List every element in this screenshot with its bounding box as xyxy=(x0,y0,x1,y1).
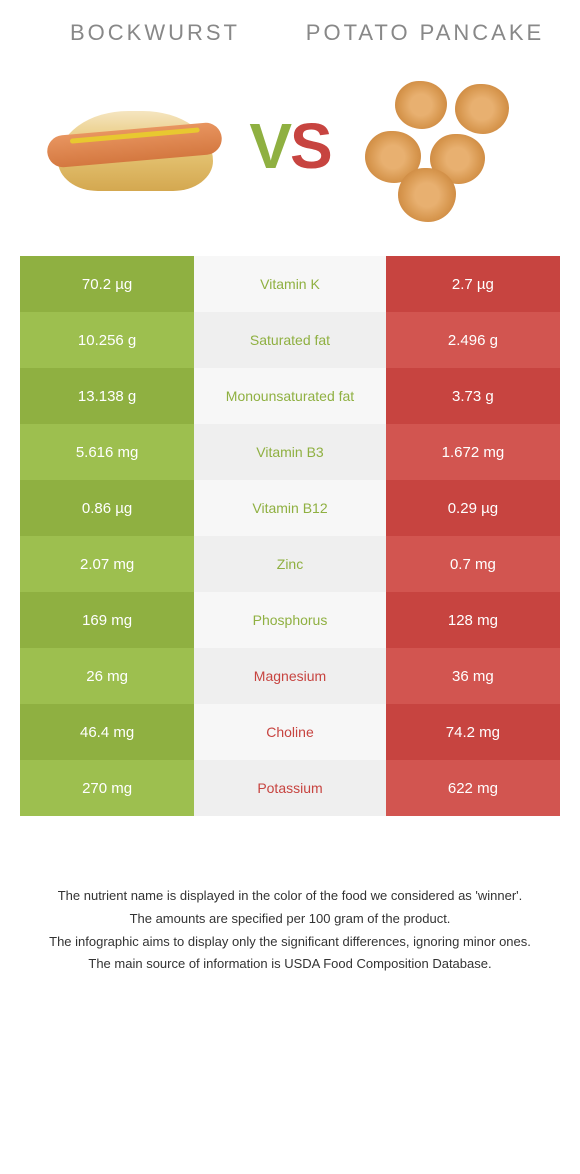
food-title-right: POTATO PANCAKE xyxy=(290,20,560,46)
table-row: 10.256 gSaturated fat2.496 g xyxy=(20,312,560,368)
value-left: 5.616 mg xyxy=(20,424,194,480)
value-right: 3.73 g xyxy=(386,368,560,424)
hotdog-icon xyxy=(55,91,215,201)
header: BOCKWURST POTATO PANCAKE xyxy=(20,20,560,46)
table-row: 5.616 mgVitamin B31.672 mg xyxy=(20,424,560,480)
table-row: 270 mgPotassium622 mg xyxy=(20,760,560,816)
footer-line: The amounts are specified per 100 gram o… xyxy=(35,909,545,930)
nutrient-label: Vitamin B3 xyxy=(194,424,386,480)
value-right: 0.7 mg xyxy=(386,536,560,592)
value-left: 2.07 mg xyxy=(20,536,194,592)
nutrient-label: Monounsaturated fat xyxy=(194,368,386,424)
table-row: 70.2 µgVitamin K2.7 µg xyxy=(20,256,560,312)
value-left: 0.86 µg xyxy=(20,480,194,536)
table-row: 26 mgMagnesium36 mg xyxy=(20,648,560,704)
nutrient-label: Magnesium xyxy=(194,648,386,704)
nutrient-label: Phosphorus xyxy=(194,592,386,648)
food-image-right xyxy=(331,76,560,216)
value-left: 26 mg xyxy=(20,648,194,704)
value-left: 169 mg xyxy=(20,592,194,648)
value-left: 270 mg xyxy=(20,760,194,816)
nutrient-label: Choline xyxy=(194,704,386,760)
value-right: 622 mg xyxy=(386,760,560,816)
footer-line: The infographic aims to display only the… xyxy=(35,932,545,953)
value-right: 1.672 mg xyxy=(386,424,560,480)
nutrient-label: Saturated fat xyxy=(194,312,386,368)
footer-line: The nutrient name is displayed in the co… xyxy=(35,886,545,907)
value-left: 70.2 µg xyxy=(20,256,194,312)
value-right: 2.7 µg xyxy=(386,256,560,312)
nutrient-table: 70.2 µgVitamin K2.7 µg10.256 gSaturated … xyxy=(20,256,560,816)
value-left: 46.4 mg xyxy=(20,704,194,760)
vs-v: V xyxy=(249,110,290,182)
value-right: 36 mg xyxy=(386,648,560,704)
pancakes-icon xyxy=(360,76,530,216)
value-left: 10.256 g xyxy=(20,312,194,368)
nutrient-label: Potassium xyxy=(194,760,386,816)
nutrient-label: Vitamin B12 xyxy=(194,480,386,536)
value-right: 0.29 µg xyxy=(386,480,560,536)
footer-notes: The nutrient name is displayed in the co… xyxy=(20,886,560,975)
table-row: 13.138 gMonounsaturated fat3.73 g xyxy=(20,368,560,424)
footer-line: The main source of information is USDA F… xyxy=(35,954,545,975)
vs-label: VS xyxy=(249,109,330,183)
food-image-left xyxy=(20,76,249,216)
food-title-left: BOCKWURST xyxy=(20,20,290,46)
vs-s: S xyxy=(290,110,331,182)
table-row: 46.4 mgCholine74.2 mg xyxy=(20,704,560,760)
table-row: 0.86 µgVitamin B120.29 µg xyxy=(20,480,560,536)
value-right: 2.496 g xyxy=(386,312,560,368)
value-right: 128 mg xyxy=(386,592,560,648)
table-row: 169 mgPhosphorus128 mg xyxy=(20,592,560,648)
nutrient-label: Zinc xyxy=(194,536,386,592)
value-right: 74.2 mg xyxy=(386,704,560,760)
images-row: VS xyxy=(20,76,560,216)
nutrient-label: Vitamin K xyxy=(194,256,386,312)
value-left: 13.138 g xyxy=(20,368,194,424)
table-row: 2.07 mgZinc0.7 mg xyxy=(20,536,560,592)
